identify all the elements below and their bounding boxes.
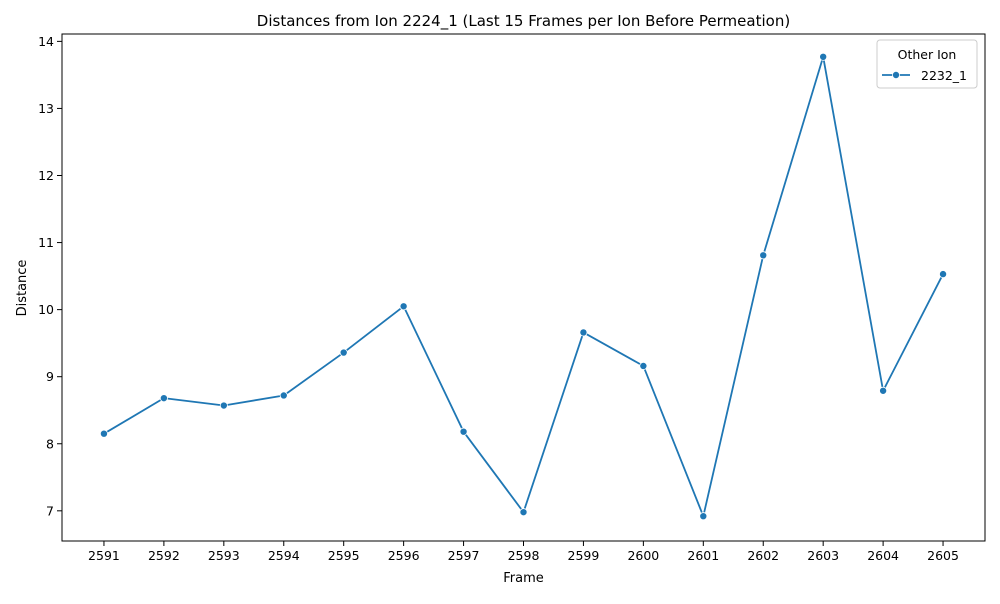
- y-tick-label: 9: [46, 369, 54, 384]
- data-point: [939, 270, 948, 279]
- x-tick-label: 2603: [807, 548, 839, 563]
- x-tick-label: 2596: [388, 548, 420, 563]
- data-point: [879, 386, 888, 395]
- x-tick-label: 2595: [328, 548, 360, 563]
- legend-marker-swatch: [892, 71, 901, 80]
- plot-frame: [61, 33, 986, 542]
- x-tick-label: 2591: [88, 548, 120, 563]
- y-tick-label: 14: [38, 34, 54, 49]
- x-tick-label: 2593: [208, 548, 240, 563]
- x-tick-label: 2604: [867, 548, 899, 563]
- y-tick-label: 12: [38, 168, 54, 183]
- x-tick-label: 2605: [927, 548, 959, 563]
- data-point: [219, 401, 228, 410]
- y-axis-label: Distance: [15, 260, 30, 317]
- y-tick-label: 10: [38, 302, 54, 317]
- data-point: [399, 302, 408, 311]
- data-point: [759, 251, 768, 260]
- data-point: [159, 394, 168, 403]
- x-tick-label: 2602: [747, 548, 779, 563]
- legend-title: Other Ion: [898, 47, 957, 62]
- x-tick-label: 2594: [268, 548, 300, 563]
- data-point: [99, 429, 108, 438]
- data-point: [579, 328, 588, 337]
- x-tick-label: 2599: [568, 548, 600, 563]
- chart-title: Distances from Ion 2224_1 (Last 15 Frame…: [257, 12, 790, 31]
- x-tick-label: 2597: [448, 548, 480, 563]
- y-tick-label: 11: [38, 235, 54, 250]
- data-point: [279, 391, 288, 400]
- legend-box: [876, 39, 978, 89]
- data-point: [699, 512, 708, 521]
- data-point: [519, 508, 528, 517]
- y-tick-label: 13: [38, 101, 54, 116]
- x-tick-label: 2592: [148, 548, 180, 563]
- x-tick-label: 2601: [687, 548, 719, 563]
- legend: Other Ion 2232_1: [876, 39, 978, 89]
- y-tick-label: 7: [46, 503, 54, 518]
- data-point: [459, 427, 468, 436]
- x-tick-label: 2598: [508, 548, 540, 563]
- y-tick-label: 8: [46, 436, 54, 451]
- x-axis-label: Frame: [503, 571, 544, 586]
- data-point: [819, 52, 828, 61]
- data-point: [339, 348, 348, 357]
- legend-entry-label: 2232_1: [921, 68, 967, 83]
- data-point: [639, 361, 648, 370]
- x-tick-label: 2600: [627, 548, 659, 563]
